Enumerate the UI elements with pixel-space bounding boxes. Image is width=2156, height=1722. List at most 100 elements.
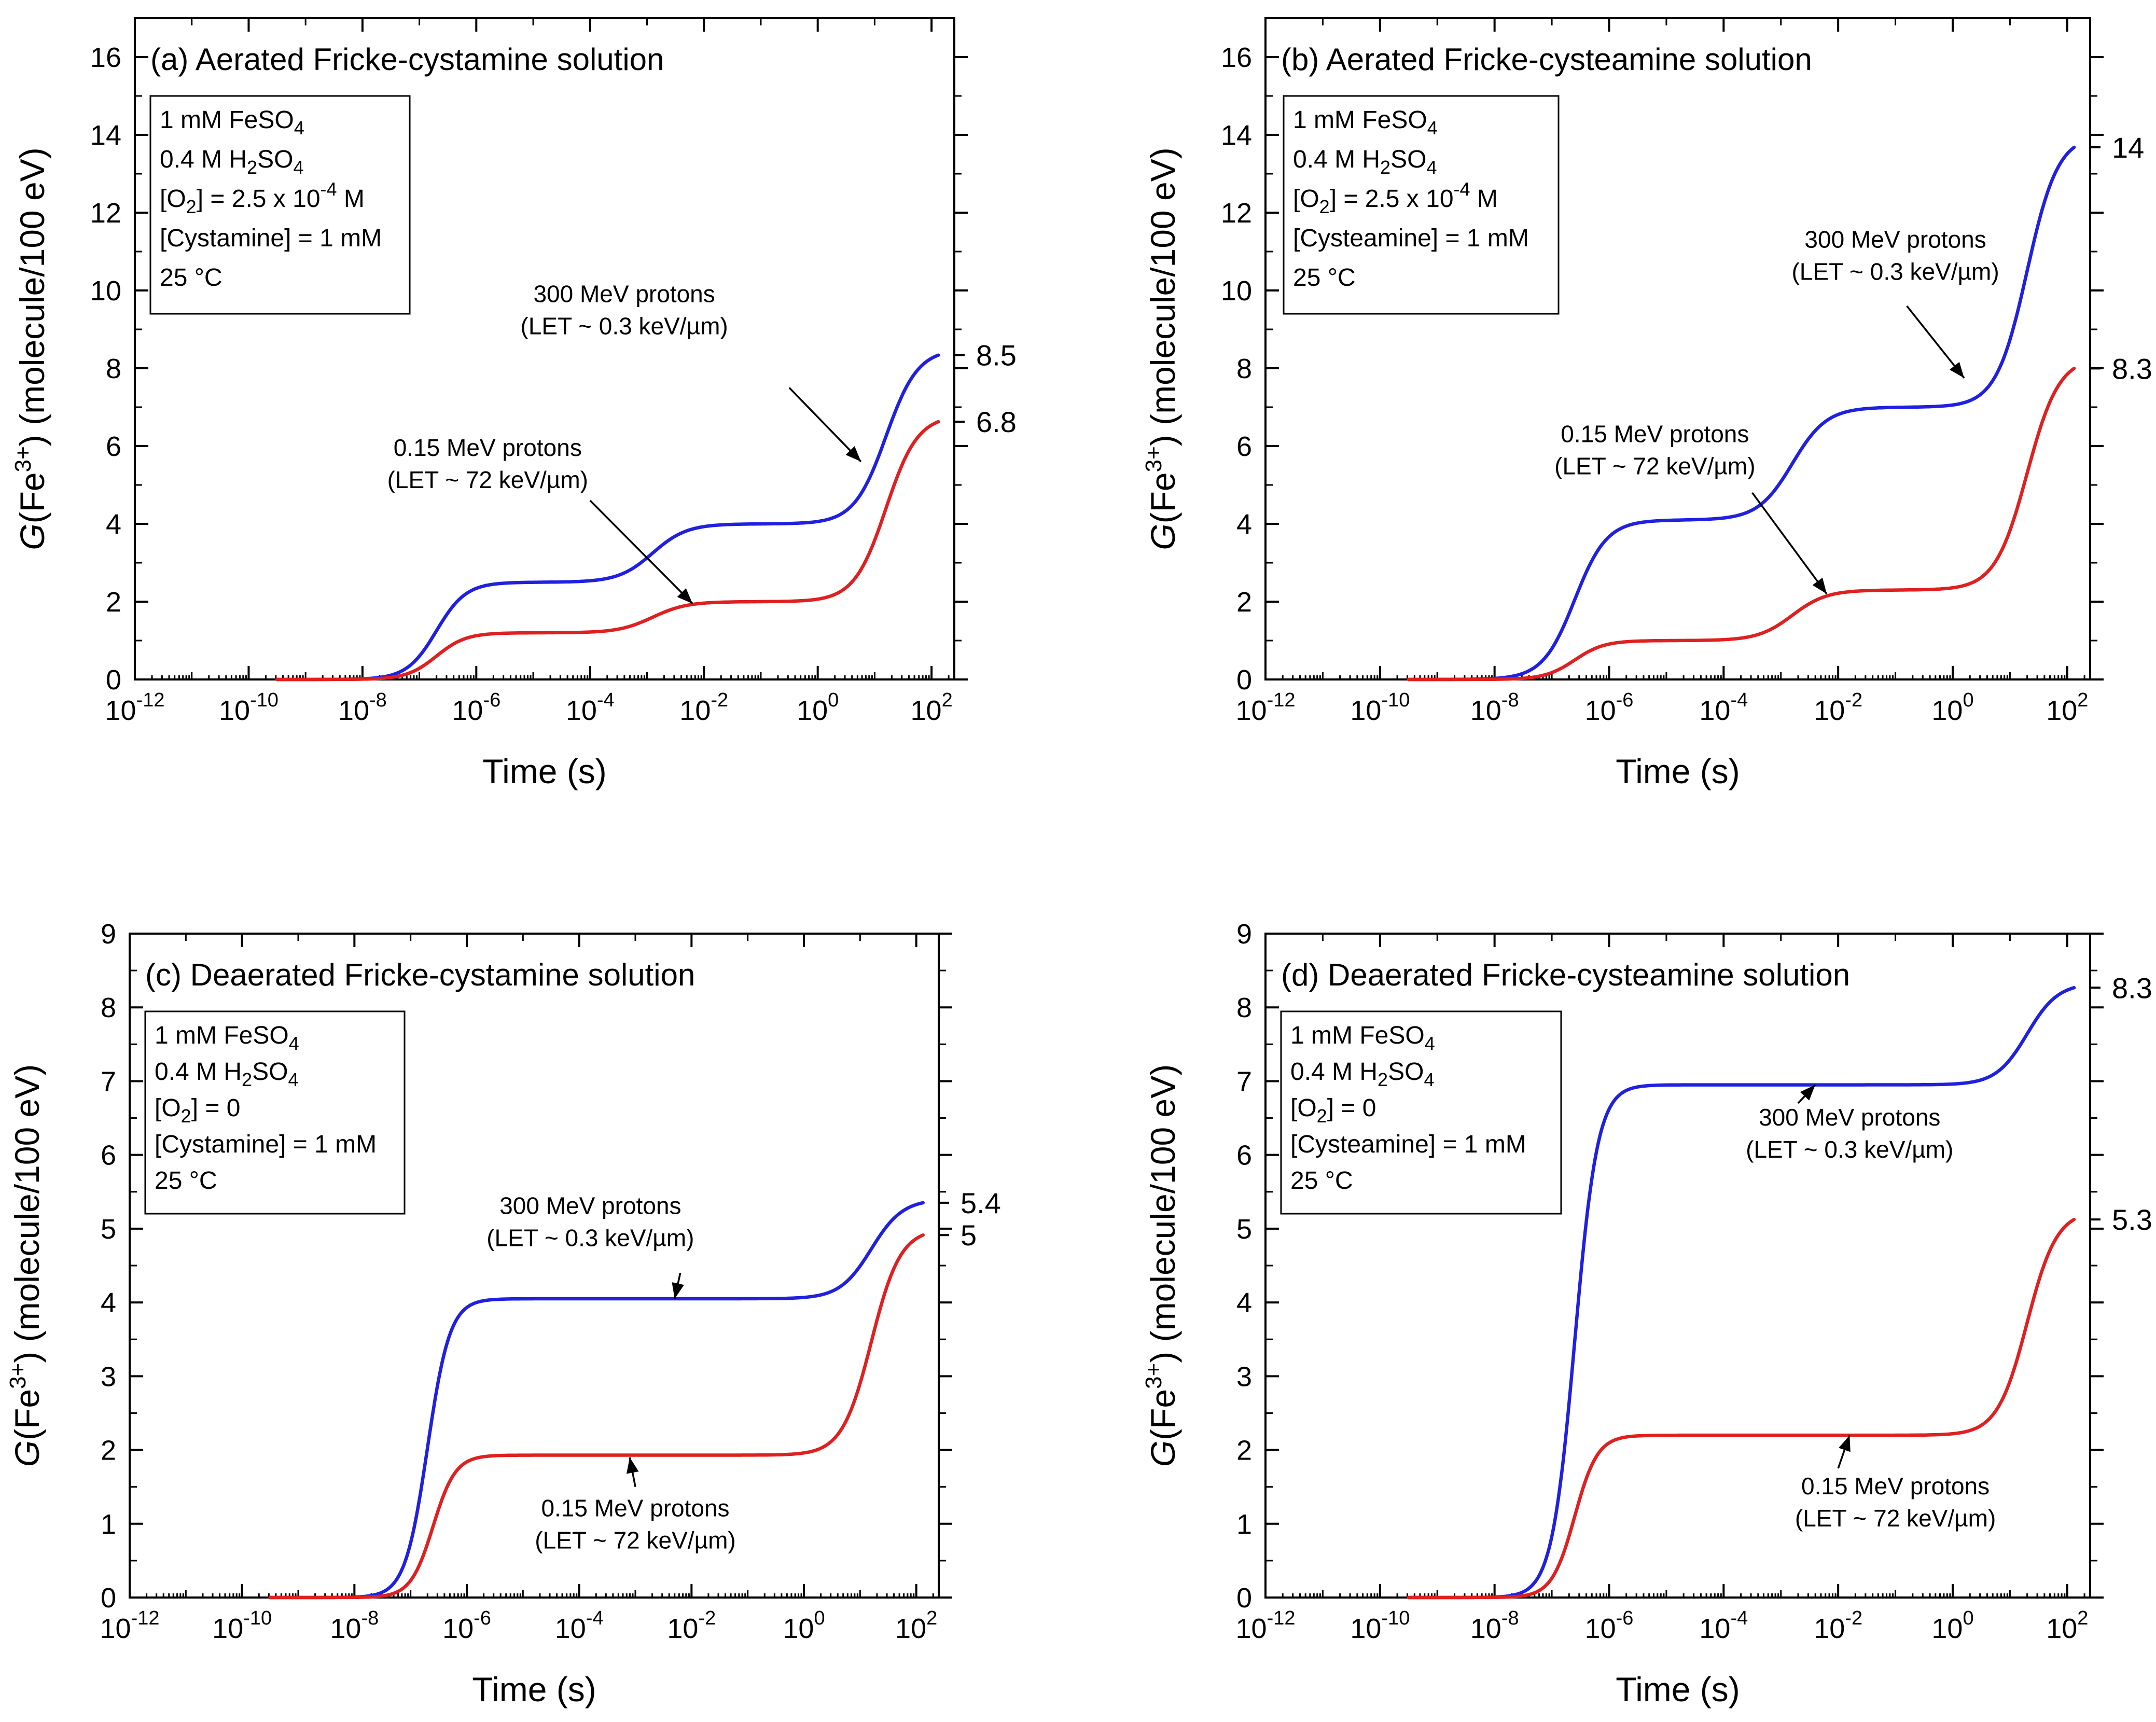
series-line-high-energy (1407, 986, 2076, 1600)
y-tick-label: 10 (1221, 275, 1252, 307)
series-line-low-energy (275, 420, 940, 682)
x-tick-label: 10-12 (105, 689, 165, 726)
condition-line: 0.4 M H2SO4 (155, 1058, 298, 1090)
y-tick-label: 14 (90, 120, 121, 151)
annotation-text: 0.15 MeV protons (1801, 1473, 1990, 1499)
annotation-arrow (1751, 492, 1828, 595)
annotation-arrow (788, 387, 862, 463)
x-axis-title: Time (s) (482, 752, 607, 790)
end-value-label: 5.4 (961, 1187, 1001, 1219)
x-tick-label: 10-4 (566, 689, 615, 726)
x-tick-label: 10-12 (100, 1607, 160, 1644)
x-axis-title: Time (s) (472, 1670, 596, 1709)
x-tick-label: 10-2 (1814, 1607, 1862, 1644)
end-value-label: 6.8 (976, 406, 1017, 438)
y-tick-label: 12 (1221, 198, 1252, 229)
y-tick-label: 9 (1236, 919, 1252, 950)
y-tick-label: 0 (1236, 664, 1252, 696)
y-axis-title: G(Fe3+) (molecule/100 eV) (10, 147, 51, 550)
y-tick-label: 16 (1221, 42, 1252, 73)
condition-line: [Cysteamine] = 1 mM (1290, 1131, 1526, 1158)
y-tick-label: 6 (101, 1140, 116, 1171)
condition-line: [Cysteamine] = 1 mM (1293, 225, 1529, 252)
condition-line: 1 mM FeSO4 (1290, 1022, 1435, 1054)
y-tick-label: 6 (1236, 1140, 1252, 1171)
conditions-box (1280, 1010, 1562, 1215)
condition-line: 25 °C (1290, 1167, 1353, 1195)
x-tick-label: 10-4 (1699, 689, 1748, 726)
annotation-text: 0.15 MeV protons (394, 434, 582, 461)
y-tick-label: 1 (1236, 1509, 1252, 1540)
x-tick-label: 102 (2046, 1607, 2088, 1644)
annotation-arrowhead (1800, 1085, 1815, 1101)
conditions-box (144, 1010, 406, 1215)
plot-frame (1264, 17, 2091, 681)
x-tick-label: 100 (797, 689, 839, 726)
y-tick-label: 0 (1236, 1582, 1252, 1614)
annotation-text: (LET ~ 0.3 keV/µm) (486, 1224, 694, 1251)
x-tick-label: 100 (1931, 689, 1973, 726)
y-tick-label: 2 (1236, 1435, 1252, 1466)
annotation-arrow (589, 499, 693, 604)
end-value-label: 8.5 (976, 339, 1017, 372)
chart-panel-b: 10-12 10-10 10-8 10-6 10-4 10-2 100 102 0 2 4 6 8 10 1… (1141, 17, 2152, 790)
y-tick-label: 5 (1236, 1214, 1252, 1245)
annotation-arrowhead (672, 1282, 684, 1299)
y-tick-label: 4 (106, 509, 121, 540)
series-line-high-energy (268, 1201, 925, 1600)
x-tick-label: 10-6 (1585, 689, 1634, 726)
y-tick-label: 3 (101, 1361, 116, 1392)
series-line-low-energy (268, 1233, 925, 1600)
y-tick-label: 2 (101, 1435, 116, 1466)
x-tick-label: 10-6 (1585, 1607, 1634, 1644)
y-tick-label: 4 (1236, 1287, 1252, 1318)
y-tick-label: 1 (101, 1509, 116, 1540)
annotation-text: 300 MeV protons (499, 1192, 681, 1219)
annotation-arrowhead (1839, 1435, 1851, 1452)
annotation-text: (LET ~ 0.3 keV/µm) (1746, 1136, 1953, 1163)
x-tick-label: 10-2 (1814, 689, 1862, 726)
x-tick-label: 10-6 (452, 689, 500, 726)
y-tick-label: 7 (101, 1066, 116, 1097)
y-tick-label: 4 (1236, 509, 1252, 540)
y-tick-label: 8 (1236, 353, 1252, 384)
chart-panel-d: 10-12 10-10 10-8 10-6 10-4 10-2 100 102 0 1 2 3 4 5 6 7… (1141, 919, 2152, 1709)
x-tick-label: 10-2 (667, 1607, 716, 1644)
x-tick-label: 10-8 (1470, 689, 1519, 726)
annotation-text: (LET ~ 72 keV/µm) (1795, 1505, 1996, 1532)
end-value-label: 14 (2112, 131, 2144, 164)
annotation-arrowhead (1950, 362, 1965, 378)
conditions-box (149, 95, 411, 315)
x-tick-label: 10-12 (1236, 1607, 1296, 1644)
condition-line: 1 mM FeSO4 (155, 1022, 299, 1054)
condition-line: [O2] = 2.5 x 10-4 M (160, 178, 365, 217)
x-tick-label: 10-10 (1350, 689, 1410, 726)
annotation-arrowhead (1812, 577, 1827, 594)
y-tick-label: 3 (1236, 1361, 1252, 1392)
condition-line: 0.4 M H2SO4 (1293, 146, 1437, 178)
annotation-arrowhead (626, 1457, 639, 1474)
series-line-high-energy (1407, 145, 2076, 682)
y-tick-label: 9 (101, 919, 116, 950)
annotation-text: 0.15 MeV protons (1561, 421, 1749, 448)
y-tick-label: 0 (106, 664, 121, 696)
annotation-text: 300 MeV protons (1759, 1104, 1940, 1131)
condition-line: 0.4 M H2SO4 (160, 146, 303, 178)
x-tick-label: 10-10 (1350, 1607, 1410, 1644)
y-axis-title: G(Fe3+) (molecule/100 eV) (1141, 1064, 1182, 1467)
x-tick-label: 10-12 (1236, 689, 1296, 726)
condition-line: [O2] = 2.5 x 10-4 M (1293, 178, 1498, 217)
condition-line: [Cystamine] = 1 mM (155, 1131, 377, 1158)
condition-line: 25 °C (155, 1167, 217, 1195)
x-tick-label: 10-4 (555, 1607, 604, 1644)
end-value-label: 8.3 (2112, 971, 2152, 1004)
y-axis-title: G(Fe3+) (molecule/100 eV) (1141, 147, 1182, 550)
condition-line: 1 mM FeSO4 (1293, 106, 1438, 138)
x-tick-label: 10-4 (1699, 1607, 1748, 1644)
annotation-text: (LET ~ 0.3 keV/µm) (521, 313, 728, 340)
y-axis-title: G(Fe3+) (molecule/100 eV) (5, 1064, 46, 1467)
annotation-text: 0.15 MeV protons (541, 1495, 729, 1522)
x-tick-label: 102 (895, 1607, 937, 1644)
series-line-high-energy (275, 353, 940, 682)
y-tick-label: 12 (90, 198, 121, 229)
